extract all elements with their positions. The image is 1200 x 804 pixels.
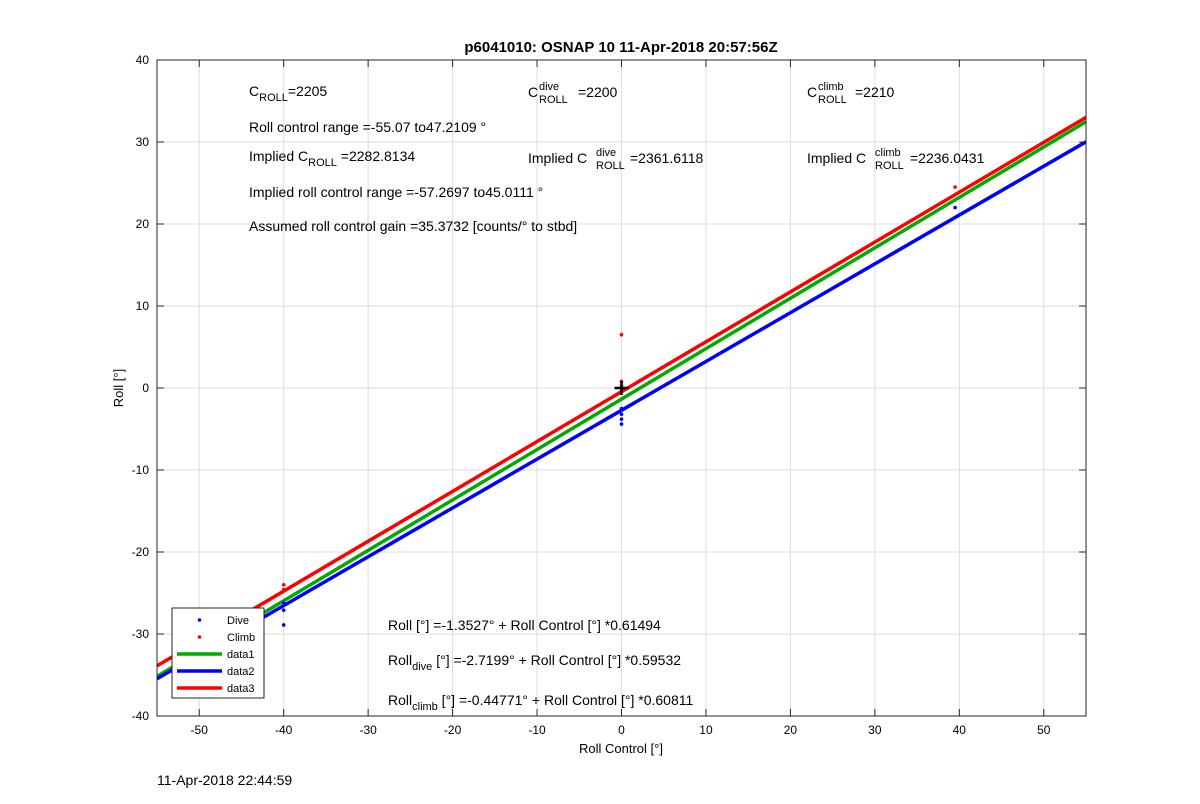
c-roll-dive-annotation: C [528,84,538,100]
y-axis-label: Roll [°] [111,369,126,407]
point-climb [281,583,286,587]
legend-label-data1: data1 [227,649,255,661]
chart: -50 -40 -30 -20 -10 0 10 20 30 40 50 -40 -30 -20 -10 0… [111,39,1087,756]
y-tick-label: 0 [142,381,149,395]
c-roll-dive-sub: ROLL [539,94,568,106]
fit-dive-equation: Rolldive [°] =-2.7199° + Roll Control [°… [388,652,681,673]
x-tick-label: -40 [275,723,293,737]
implied-c-roll-climb-sup: climb [875,147,901,159]
assumed-roll-control-gain: Assumed roll control gain =35.3732 [coun… [249,218,577,234]
point-dive [953,205,957,210]
fit-all-equation: Roll [°] =-1.3527° + Roll Control [°] *0… [388,617,661,633]
fit-climb-equation: Rollclimb [°] =-0.44771° + Roll Control … [388,692,693,713]
point-climb [619,332,624,337]
x-tick-label: 40 [953,723,967,737]
x-tick-label: 20 [784,723,798,737]
y-tick-label: 20 [136,217,150,231]
c-roll-climb-sup: climb [818,81,844,93]
x-tick-label: -30 [359,723,377,737]
c-roll-annotation: CROLL=2205 [249,83,327,104]
legend-label-climb: Climb [227,632,255,644]
c-roll-climb-sub: ROLL [818,94,847,106]
implied-c-roll-dive-sup: dive [596,147,616,159]
point-dive [281,608,286,613]
x-tick-label: 0 [618,723,625,737]
y-tick-label: -10 [132,463,150,477]
footer-timestamp: 11-Apr-2018 22:44:59 [157,772,293,788]
c-roll-climb-annotation: C [807,84,817,100]
c-roll-dive-value: =2200 [578,84,618,100]
point-dive [619,417,624,421]
point-dive [619,422,624,426]
y-tick-label: -40 [132,709,150,723]
x-tick-label: 10 [699,723,713,737]
point-climb [281,587,286,592]
x-tick-label: -10 [528,723,546,737]
implied-c-roll-climb-value: =2236.0431 [910,150,985,166]
x-tick-label: 30 [868,723,882,737]
c-roll-climb-value: =2210 [855,84,895,100]
y-tick-label: 30 [136,135,150,149]
legend-marker-dive [197,618,202,622]
implied-c-roll-dive-sub: ROLL [596,160,625,172]
point-dive [281,623,286,627]
implied-c-roll-dive-value: =2361.6118 [630,150,704,166]
x-tick-label: -50 [191,723,209,737]
y-tick-label: 40 [136,53,150,67]
x-ticks: -50 -40 -30 -20 -10 0 10 20 30 40 50 [191,60,1051,737]
point-dive [619,406,624,411]
implied-c-roll: Implied CROLL =2282.8134 [249,148,415,169]
y-tick-label: -30 [132,627,150,641]
implied-c-roll-climb: Implied C [807,150,866,166]
roll-control-range: Roll control range =-55.07 to47.2109 ° [249,119,486,135]
legend-marker-climb [197,635,202,639]
x-tick-label: 50 [1037,723,1051,737]
fit-line-data2 [157,140,1086,681]
implied-roll-control-range: Implied roll control range =-57.2697 to4… [249,184,543,200]
y-tick-label: -20 [132,545,150,559]
point-climb [953,185,957,189]
chart-title: p6041010: OSNAP 10 11-Apr-2018 20:57:56Z [464,39,777,56]
c-roll-dive-sup: dive [539,81,559,93]
point-dive [281,601,286,605]
x-axis-label: Roll Control [°] [579,741,663,756]
legend-label-data2: data2 [227,666,255,678]
legend-label-dive: Dive [227,615,249,627]
center-marker [614,381,629,395]
x-tick-label: -20 [444,723,462,737]
y-tick-label: 10 [136,299,150,313]
legend: Dive Climb data1 data2 data3 [171,607,265,699]
legend-label-data3: data3 [227,683,255,695]
fit-line-data1 [157,120,1086,678]
point-dive [619,412,624,417]
implied-c-roll-climb-sub: ROLL [875,160,904,172]
implied-c-roll-dive: Implied C [528,150,587,166]
y-ticks: -40 -30 -20 -10 0 10 20 30 40 [132,53,1086,723]
